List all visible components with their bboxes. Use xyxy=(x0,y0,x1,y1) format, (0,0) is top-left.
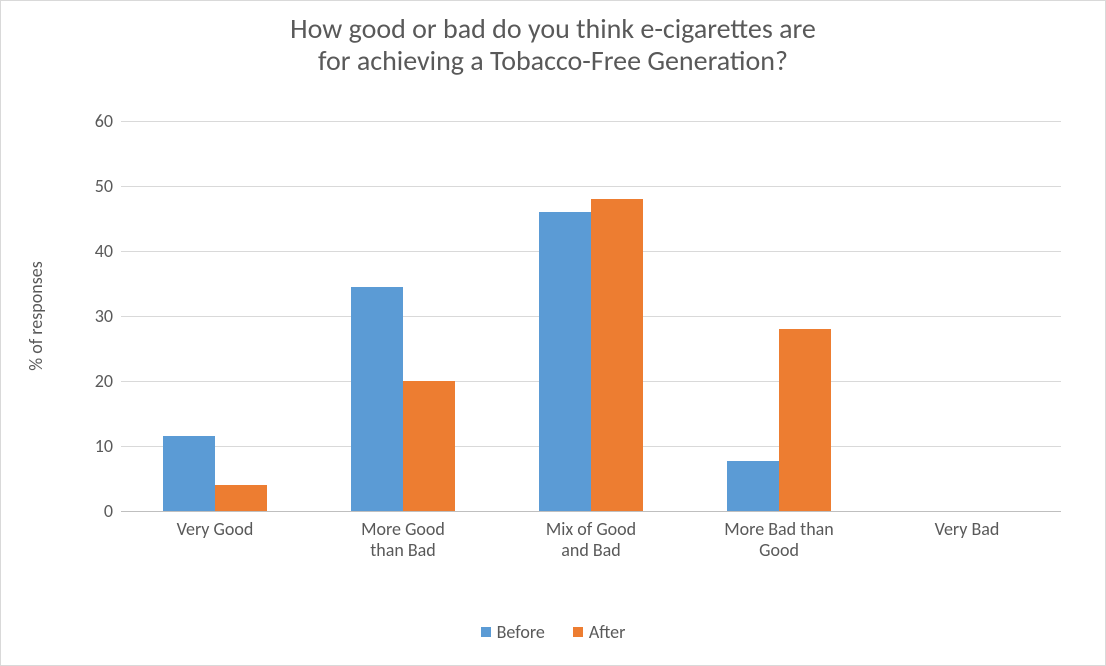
bar xyxy=(727,461,779,511)
y-tick-label: 30 xyxy=(95,305,121,327)
legend-swatch xyxy=(573,627,583,637)
legend-label: Before xyxy=(497,621,545,643)
chart-title: How good or bad do you think e-cigarette… xyxy=(1,13,1105,77)
y-tick-label: 40 xyxy=(95,240,121,262)
y-axis-title: % of responses xyxy=(25,261,47,370)
bar xyxy=(163,436,215,511)
legend-label: After xyxy=(589,621,626,643)
bar xyxy=(351,287,403,511)
legend-swatch xyxy=(481,627,491,637)
legend-item: After xyxy=(573,621,626,643)
y-tick-label: 60 xyxy=(95,110,121,132)
legend: Before After xyxy=(1,621,1105,643)
y-tick-label: 0 xyxy=(104,500,121,522)
x-tick-label: Very Bad xyxy=(935,511,1000,540)
chart-container: How good or bad do you think e-cigarette… xyxy=(0,0,1106,666)
y-tick-label: 50 xyxy=(95,175,121,197)
y-tick-label: 20 xyxy=(95,370,121,392)
bar xyxy=(779,329,831,511)
bar xyxy=(215,485,267,511)
bar xyxy=(591,199,643,511)
bar xyxy=(539,212,591,511)
x-tick-label: Very Good xyxy=(177,511,254,540)
y-tick-label: 10 xyxy=(95,435,121,457)
x-tick-label: Mix of Good and Bad xyxy=(546,511,636,560)
gridline xyxy=(121,186,1061,187)
x-tick-label: More Bad than Good xyxy=(724,511,833,560)
x-tick-label: More Good than Bad xyxy=(361,511,445,560)
gridline xyxy=(121,121,1061,122)
plot-area: 0102030405060Very GoodMore Good than Bad… xyxy=(121,121,1061,511)
legend-item: Before xyxy=(481,621,545,643)
bar xyxy=(403,381,455,511)
